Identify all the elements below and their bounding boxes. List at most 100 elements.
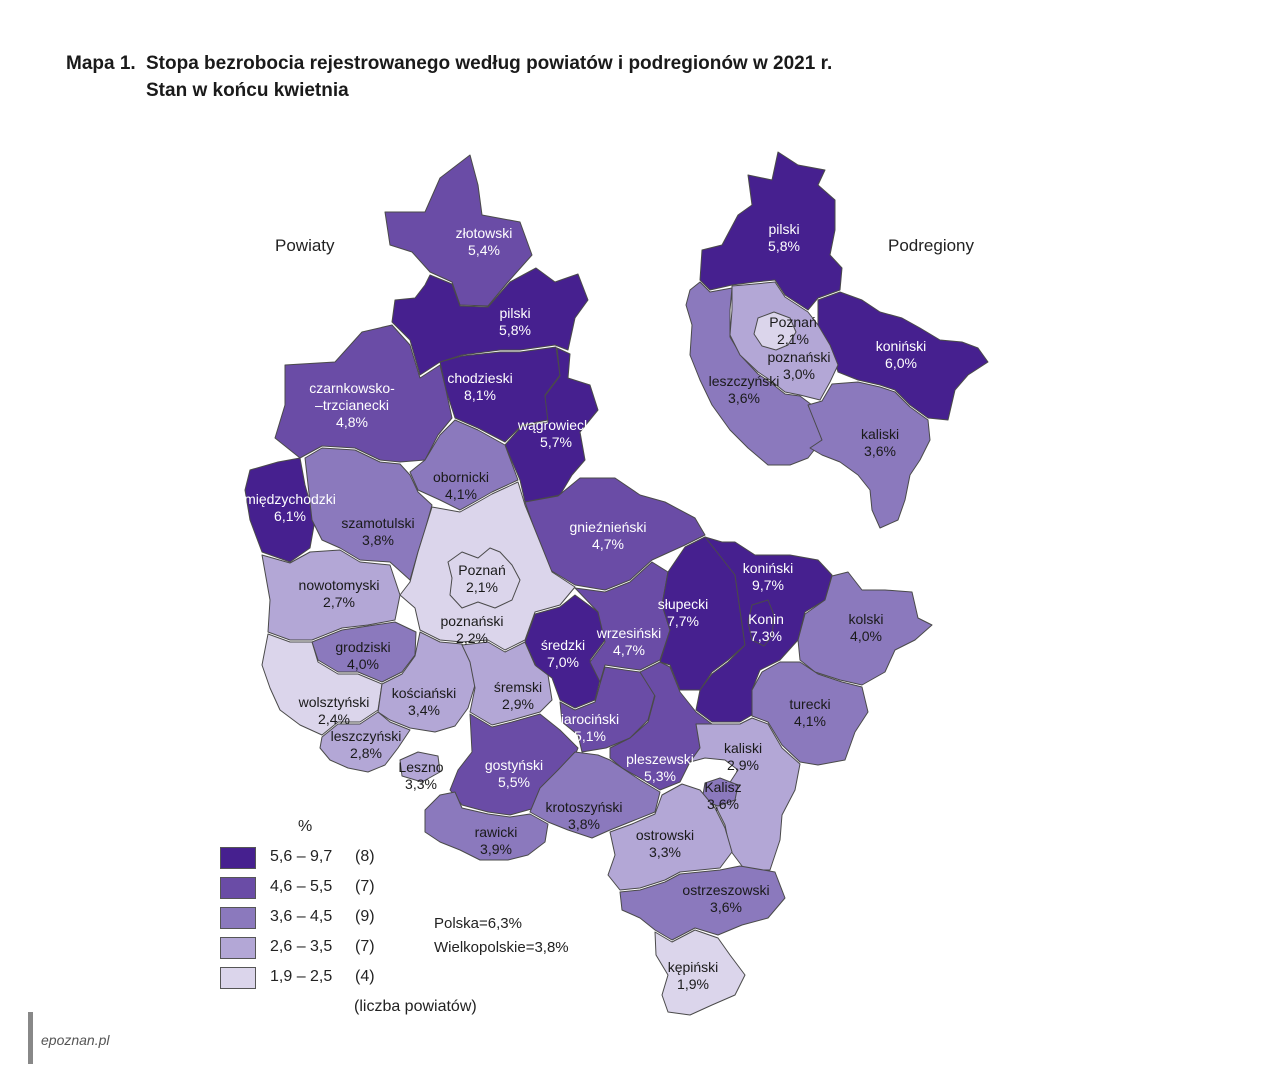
watermark: epoznan.pl xyxy=(28,1012,110,1064)
powiat-label-wolsztyński: wolsztyński 2,4% xyxy=(298,694,370,727)
legend-count: (8) xyxy=(355,848,375,865)
powiat-label-poznań: Poznań 2,1% xyxy=(458,562,505,595)
powiat-label-kaliski: kaliski 2,9% xyxy=(724,740,762,773)
legend-count: (4) xyxy=(355,968,375,985)
powiat-region-kolski xyxy=(797,571,933,686)
powiat-label-koniński: koniński 9,7% xyxy=(743,560,794,593)
powiat-region-poznan-city xyxy=(447,547,521,609)
title-line-2: Stan w końcu kwietnia xyxy=(146,80,349,101)
podregion-label-poznań: Poznań 2,1% xyxy=(769,314,816,347)
powiat-region-grodziski xyxy=(311,621,417,683)
powiat-label-śremski: śremski 2,9% xyxy=(494,679,542,712)
powiat-region-turecki xyxy=(751,661,869,766)
powiat-region-ostrowski xyxy=(607,783,733,891)
powiat-label-kościański: kościański 3,4% xyxy=(392,685,457,718)
totals: Polska=6,3% Wielkopolskie=3,8% xyxy=(434,912,569,960)
powiat-label-złotowski: złotowski 5,4% xyxy=(456,225,513,258)
podregion-label-poznański: poznański 3,0% xyxy=(767,349,830,382)
section-label-podregiony: Podregiony xyxy=(888,236,975,255)
powiat-label-gnieźnieński: gnieźnieński 4,7% xyxy=(569,519,646,552)
powiat-label-wrzesiński: wrzesiński 4,7% xyxy=(596,625,662,658)
powiat-label-pilski: pilski 5,8% xyxy=(499,305,531,338)
powiat-label-turecki: turecki 4,1% xyxy=(789,696,830,729)
powiat-label-jarociński: jarociński 5,1% xyxy=(560,711,619,744)
powiat-label-międzychodzki: międzychodzki 6,1% xyxy=(244,491,336,524)
total-wielkopolskie: Wielkopolskie=3,8% xyxy=(434,939,569,956)
powiat-region-rawicki xyxy=(424,791,549,861)
powiat-label-wągrowiecki: wągrowiecki 5,7% xyxy=(517,417,594,450)
powiat-label-średzki: średzki 7,0% xyxy=(541,637,585,670)
powiat-label-obornicki: obornicki 4,1% xyxy=(433,469,489,502)
legend-range: 5,6 – 9,7 xyxy=(270,848,333,865)
legend-swatch xyxy=(220,967,256,989)
legend-count: (7) xyxy=(355,878,375,895)
podregion-region-poznań xyxy=(753,311,797,351)
legend-range: 4,6 – 5,5 xyxy=(270,878,333,895)
podregion-region-pilski xyxy=(699,151,843,311)
powiat-region-leszno xyxy=(399,751,441,783)
powiat-label-czarnkowsko-trzcianecki: czarnkowsko-–trzcianecki 4,8% xyxy=(309,380,395,430)
podregion-region-koniński xyxy=(817,291,989,421)
powiat-label-nowotomyski: nowotomyski 2,7% xyxy=(299,577,380,610)
powiat-region-kępiński xyxy=(654,929,746,1016)
podregion-label-koniński: koniński 6,0% xyxy=(876,338,927,371)
legend-swatch xyxy=(220,937,256,959)
powiat-region-leszczyński xyxy=(319,711,411,773)
legend-swatch xyxy=(220,877,256,899)
legend-swatch xyxy=(220,847,256,869)
powiat-label-kolski: kolski 4,0% xyxy=(848,611,883,644)
powiat-region-pilski xyxy=(391,267,589,376)
total-polska: Polska=6,3% xyxy=(434,915,522,932)
powiat-label-poznański: poznański 2,2% xyxy=(440,613,503,646)
powiat-region-wrzesiński xyxy=(574,561,671,683)
title-line-1: Stopa bezrobocia rejestrowanego według p… xyxy=(146,53,833,74)
powiat-label-leszno: Leszno 3,3% xyxy=(398,759,443,792)
powiat-label-kalisz: Kalisz 3,6% xyxy=(704,779,741,812)
powiat-region-nowotomyski xyxy=(261,549,401,641)
legend-swatch xyxy=(220,907,256,929)
legend-count: (7) xyxy=(355,938,375,955)
powiat-region-złotowski xyxy=(384,154,533,307)
powiat-label-kępiński: kępiński 1,9% xyxy=(668,959,719,992)
legend-item: 5,6 – 9,7 (8) xyxy=(220,847,480,871)
legend-item: 1,9 – 2,5 (4) xyxy=(220,967,480,991)
powiat-label-szamotulski: szamotulski 3,8% xyxy=(341,515,414,548)
powiat-label-gostyński: gostyński 5,5% xyxy=(485,757,543,790)
legend-range: 1,9 – 2,5 xyxy=(270,968,333,985)
legend-item: 3,6 – 4,5 (9) xyxy=(220,907,480,931)
legend-item: 2,6 – 3,5 (7) xyxy=(220,937,480,961)
powiat-label-leszczyński: leszczyński 2,8% xyxy=(331,728,402,761)
powiat-region-pleszewski xyxy=(609,661,713,791)
powiat-region-wolsztyński xyxy=(261,633,383,736)
powiat-label-ostrzeszowski: ostrzeszowski 3,6% xyxy=(682,882,769,915)
powiat-region-konin-city xyxy=(747,599,775,647)
map-regions xyxy=(244,151,989,1016)
map-title: Mapa 1. Stopa bezrobocia rejestrowanego w… xyxy=(66,50,832,104)
powiat-label-chodzieski: chodzieski 8,1% xyxy=(447,370,512,403)
powiat-region-ostrzeszowski xyxy=(619,865,786,941)
powiat-label-rawicki: rawicki 3,9% xyxy=(475,824,518,857)
powiat-region-gnieźnieński xyxy=(524,477,706,591)
legend-item: 4,6 – 5,5 (7) xyxy=(220,877,480,901)
powiat-label-pleszewski: pleszewski 5,3% xyxy=(626,751,694,784)
podregion-label-leszczyński: leszczyński 3,6% xyxy=(709,373,780,406)
map-number: Mapa 1. xyxy=(66,53,136,74)
podregion-label-kaliski: kaliski 3,6% xyxy=(861,426,899,459)
podregion-region-kaliski xyxy=(807,381,931,529)
map-labels: złotowski 5,4% pilski 5,8% chodzieski 8,1% cza… xyxy=(244,221,926,992)
powiat-label-słupecki: słupecki 7,7% xyxy=(658,596,709,629)
legend-note: (liczba powiatów) xyxy=(354,998,477,1015)
legend-range: 3,6 – 4,5 xyxy=(270,908,333,925)
powiat-label-ostrowski: ostrowski 3,3% xyxy=(636,827,694,860)
powiat-region-obornicki xyxy=(409,419,519,511)
powiat-label-konin: Konin 7,3% xyxy=(748,611,784,644)
powiat-region-międzychodzki xyxy=(244,457,316,563)
powiat-region-krotoszyński xyxy=(529,751,661,839)
powiat-label-krotoszyński: krotoszyński 3,8% xyxy=(545,799,622,832)
section-label-powiaty: Powiaty xyxy=(275,236,335,255)
powiat-label-grodziski: grodziski 4,0% xyxy=(335,639,390,672)
legend-unit: % xyxy=(298,818,313,835)
powiat-region-śremski xyxy=(461,641,553,726)
legend-count: (9) xyxy=(355,908,375,925)
